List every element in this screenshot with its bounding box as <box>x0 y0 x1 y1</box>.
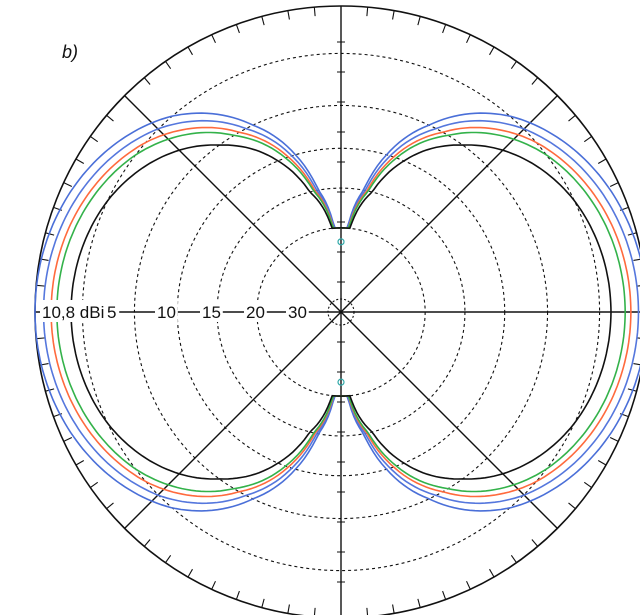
radial-tick-label-5: 30 <box>288 303 307 322</box>
angle-tick <box>75 158 85 164</box>
angle-tick <box>63 182 73 187</box>
angle-tick <box>392 10 395 20</box>
tick-label-bg <box>155 300 178 322</box>
pattern-curve-5 <box>70 144 612 480</box>
angle-tick <box>187 46 193 56</box>
angle-tick <box>90 481 99 488</box>
angle-tick <box>510 61 517 70</box>
tick-label-bg <box>244 300 267 322</box>
spoke-225 <box>124 311 342 529</box>
angle-tick <box>583 136 592 143</box>
angle-tick <box>568 114 576 122</box>
null-marker-2 <box>337 378 345 386</box>
radial-tick-label-1: 5 <box>107 303 116 322</box>
angle-tick <box>313 7 316 17</box>
angle-tick <box>568 502 576 510</box>
angle-tick <box>75 460 85 466</box>
angle-tick <box>489 46 495 56</box>
angle-tick <box>531 539 539 547</box>
angle-tick <box>609 182 619 187</box>
angle-tick <box>633 363 640 366</box>
angle-tick <box>106 114 114 122</box>
tick-label-bg <box>105 300 119 322</box>
angle-tick <box>633 258 640 261</box>
angle-tick <box>287 10 290 20</box>
angle-tick <box>90 136 99 143</box>
angle-tick <box>313 607 316 615</box>
radial-tick-label-3: 15 <box>202 303 221 322</box>
angle-tick <box>235 24 240 34</box>
angle-tick <box>165 554 172 563</box>
angle-tick <box>597 158 607 164</box>
angle-tick <box>392 604 395 614</box>
angle-tick <box>261 598 265 608</box>
angle-tick <box>442 590 447 600</box>
angle-tick <box>211 580 216 590</box>
angle-tick <box>609 437 619 442</box>
spoke-315 <box>124 95 342 313</box>
angle-tick <box>366 607 369 615</box>
angle-tick <box>36 337 46 340</box>
angle-tick <box>106 502 114 510</box>
angle-tick <box>36 284 46 287</box>
radial-tick-label-4: 20 <box>246 303 265 322</box>
angle-tick <box>287 604 290 614</box>
polar-grid <box>34 5 640 615</box>
angle-tick <box>63 437 73 442</box>
pattern-series-group <box>34 112 640 512</box>
panel-label: b) <box>62 42 79 62</box>
angle-tick <box>636 337 640 339</box>
radial-tick-label-2: 10 <box>157 303 176 322</box>
tick-label-bg <box>200 300 223 322</box>
angle-tick <box>442 24 447 34</box>
angle-tick <box>366 7 369 17</box>
angle-tick <box>143 539 151 547</box>
angle-tick <box>597 460 607 466</box>
angle-tick <box>235 590 240 600</box>
spoke-45 <box>340 95 558 313</box>
angle-tick <box>211 34 216 44</box>
tick-label-bg <box>286 300 309 322</box>
angle-tick <box>143 77 151 85</box>
angle-tick <box>261 16 265 26</box>
angle-tick <box>636 285 640 287</box>
spoke-135 <box>340 311 558 529</box>
radial-tick-labels: 10,8 dBi 5 10 15 20 30 <box>40 300 309 322</box>
angle-tick <box>466 34 471 44</box>
angle-tick <box>187 568 193 578</box>
tick-label-bg <box>40 300 120 322</box>
angle-tick <box>466 580 471 590</box>
angle-tick <box>489 568 495 578</box>
angle-tick <box>417 598 421 608</box>
null-marker-1 <box>337 238 345 246</box>
angle-tick <box>417 16 421 26</box>
angle-tick <box>531 77 539 85</box>
angle-tick <box>583 481 592 488</box>
radial-tick-label-0: 10,8 dBi <box>42 303 104 322</box>
angle-tick <box>165 61 172 70</box>
angle-tick <box>510 554 517 563</box>
